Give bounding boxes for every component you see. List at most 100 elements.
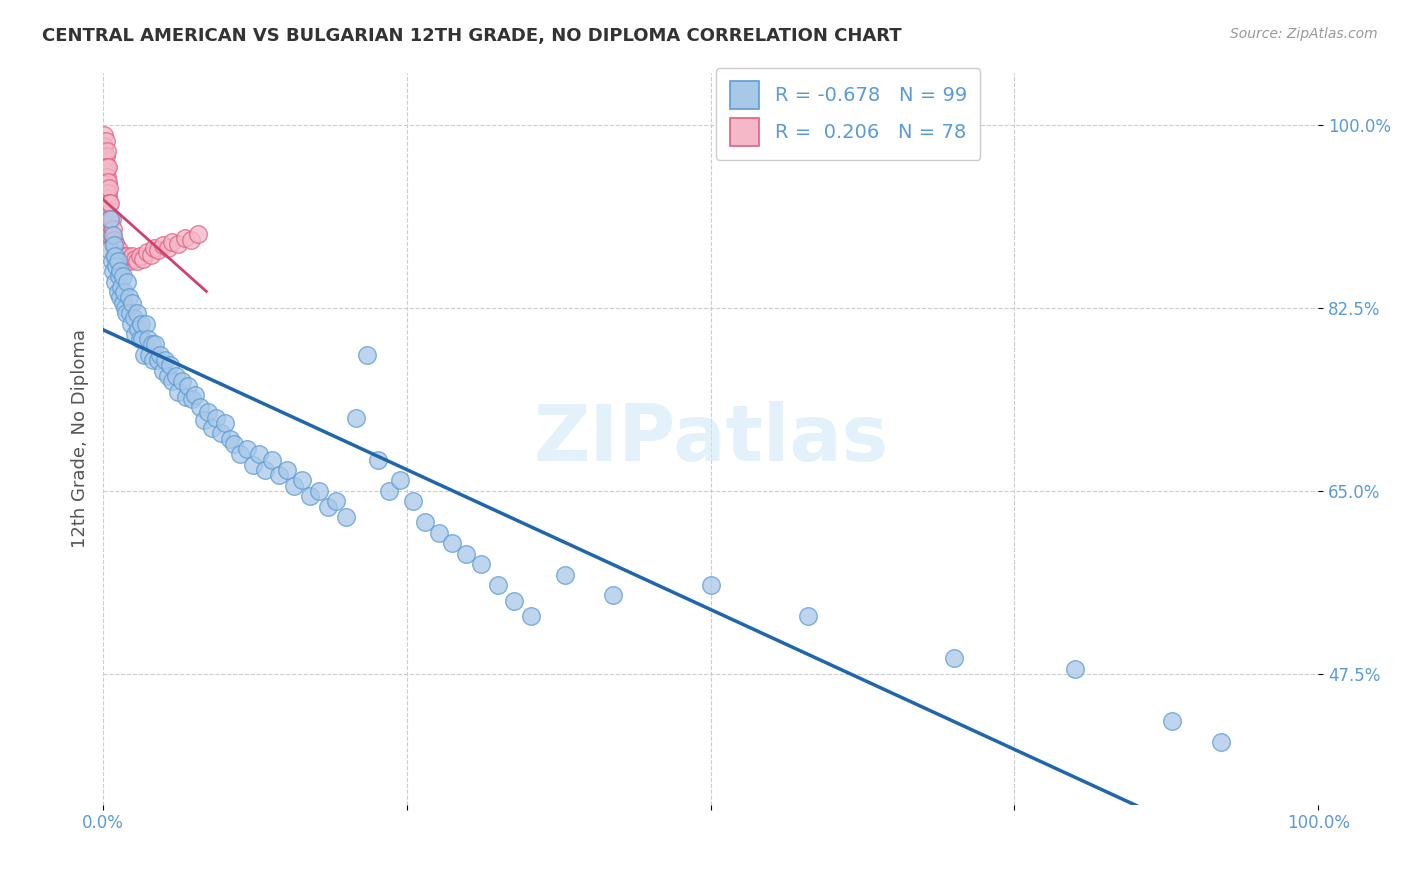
Point: [94, 134, 117, 148]
Point: [97, 207, 120, 221]
Point: [118, 306, 141, 320]
Point: [173, 231, 195, 245]
Point: [165, 368, 187, 383]
Point: [188, 401, 211, 415]
Point: [177, 379, 200, 393]
Point: [114, 301, 136, 315]
Point: [98, 180, 121, 194]
Point: [128, 249, 150, 263]
Point: [108, 244, 131, 258]
Point: [101, 264, 124, 278]
Point: [440, 536, 463, 550]
Point: [108, 290, 131, 304]
Point: [121, 249, 143, 263]
Point: [105, 238, 128, 252]
Point: [108, 253, 131, 268]
Point: [96, 175, 118, 189]
Point: [316, 500, 339, 514]
Point: [242, 458, 264, 472]
Point: [93, 186, 115, 200]
Point: [152, 363, 174, 377]
Point: [124, 252, 146, 266]
Point: [291, 474, 314, 488]
Point: [335, 510, 357, 524]
Point: [111, 295, 134, 310]
Point: [111, 249, 134, 263]
Point: [93, 138, 115, 153]
Point: [367, 452, 389, 467]
Point: [94, 165, 117, 179]
Point: [146, 244, 169, 258]
Point: [127, 253, 149, 268]
Point: [103, 233, 125, 247]
Point: [201, 421, 224, 435]
Point: [134, 348, 156, 362]
Point: [344, 410, 367, 425]
Text: Source: ZipAtlas.com: Source: ZipAtlas.com: [1230, 27, 1378, 41]
Point: [159, 359, 181, 373]
Point: [118, 253, 141, 268]
Point: [142, 353, 165, 368]
Text: CENTRAL AMERICAN VS BULGARIAN 12TH GRADE, NO DIPLOMA CORRELATION CHART: CENTRAL AMERICAN VS BULGARIAN 12TH GRADE…: [42, 27, 901, 45]
Point: [356, 348, 378, 362]
Point: [156, 368, 179, 383]
Point: [197, 405, 219, 419]
Point: [117, 290, 139, 304]
Point: [97, 191, 120, 205]
Point: [214, 416, 236, 430]
Point: [97, 186, 120, 200]
Point: [229, 447, 252, 461]
Point: [122, 311, 145, 326]
Point: [110, 249, 132, 263]
Point: [269, 468, 291, 483]
Point: [108, 269, 131, 284]
Point: [93, 160, 115, 174]
Point: [97, 175, 120, 189]
Point: [253, 463, 276, 477]
Point: [174, 390, 197, 404]
Y-axis label: 12th Grade, No Diploma: 12th Grade, No Diploma: [72, 329, 89, 548]
Point: [93, 154, 115, 169]
Point: [96, 217, 118, 231]
Point: [104, 275, 127, 289]
Point: [942, 651, 965, 665]
Point: [413, 516, 436, 530]
Point: [162, 235, 184, 249]
Point: [93, 128, 115, 143]
Point: [93, 170, 115, 185]
Point: [93, 144, 115, 158]
Point: [129, 317, 152, 331]
Point: [136, 332, 159, 346]
Text: ZIPatlas: ZIPatlas: [533, 401, 889, 476]
Point: [101, 238, 124, 252]
Point: [105, 253, 128, 268]
Point: [107, 285, 129, 300]
Point: [98, 227, 121, 242]
Point: [94, 196, 117, 211]
Point: [156, 241, 179, 255]
Point: [377, 483, 399, 498]
Point: [97, 222, 120, 236]
Point: [131, 332, 153, 346]
Point: [100, 211, 122, 226]
Point: [554, 567, 576, 582]
Point: [470, 557, 492, 571]
Point: [94, 191, 117, 205]
Point: [127, 322, 149, 336]
Point: [146, 353, 169, 368]
Point: [139, 247, 162, 261]
Point: [298, 489, 321, 503]
Point: [104, 244, 127, 258]
Point: [120, 317, 142, 331]
Point: [193, 413, 215, 427]
Point: [797, 609, 820, 624]
Point: [103, 238, 125, 252]
Point: [209, 426, 232, 441]
Point: [276, 463, 298, 477]
Point: [162, 374, 184, 388]
Point: [218, 432, 240, 446]
Point: [135, 245, 157, 260]
Point: [143, 241, 166, 255]
Point: [94, 180, 117, 194]
Point: [114, 253, 136, 268]
